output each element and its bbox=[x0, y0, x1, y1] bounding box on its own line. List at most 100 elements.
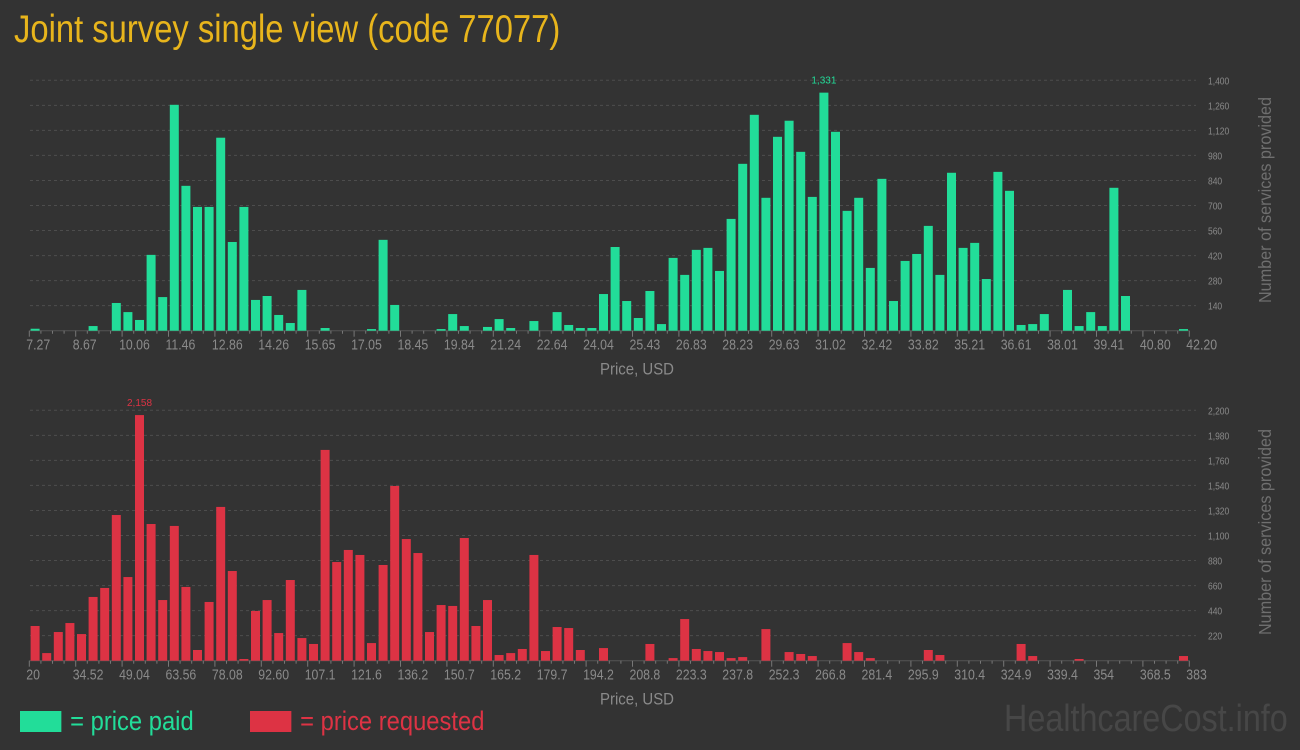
bar bbox=[436, 329, 446, 331]
bar bbox=[88, 596, 98, 661]
bar bbox=[262, 296, 272, 331]
x-tick-label: 136.2 bbox=[398, 667, 429, 683]
y-tick-label: 420 bbox=[1208, 251, 1222, 262]
x-tick-label: 35.21 bbox=[954, 337, 985, 353]
bar bbox=[668, 257, 678, 331]
bar bbox=[320, 449, 330, 661]
x-tick-label: 42.20 bbox=[1186, 337, 1217, 353]
legend-price-paid: = price paid bbox=[20, 706, 194, 737]
bar bbox=[842, 643, 852, 661]
bar bbox=[65, 623, 75, 661]
bar bbox=[390, 485, 400, 661]
bar bbox=[274, 314, 284, 331]
bar bbox=[610, 246, 620, 331]
bar bbox=[146, 254, 156, 331]
legend-label: = price paid bbox=[70, 706, 194, 736]
bar bbox=[367, 329, 376, 331]
x-tick-label: 194.2 bbox=[583, 667, 614, 683]
bar bbox=[889, 301, 898, 331]
bar bbox=[378, 239, 388, 331]
bar bbox=[239, 206, 249, 331]
bar bbox=[552, 627, 562, 661]
x-tick-label: 34.52 bbox=[73, 667, 104, 683]
x-tick-label: 310.4 bbox=[954, 667, 985, 683]
bar bbox=[227, 571, 237, 661]
bar bbox=[854, 652, 864, 661]
bar bbox=[703, 247, 713, 331]
y-tick-label: 560 bbox=[1208, 226, 1222, 237]
bar bbox=[111, 515, 121, 661]
bar bbox=[193, 206, 202, 331]
bar bbox=[459, 326, 469, 331]
bar bbox=[181, 586, 191, 661]
bar bbox=[668, 658, 678, 661]
bar bbox=[564, 324, 574, 331]
bar bbox=[738, 657, 748, 661]
y-tick-label: 840 bbox=[1208, 176, 1222, 187]
bar bbox=[715, 270, 724, 331]
bar bbox=[309, 643, 318, 661]
bar bbox=[842, 210, 852, 331]
x-tick-label: 21.24 bbox=[490, 337, 521, 353]
bar bbox=[993, 171, 1003, 331]
bar bbox=[1179, 329, 1188, 331]
x-tick-label: 324.9 bbox=[1001, 667, 1032, 683]
bar bbox=[483, 326, 492, 331]
x-tick-label: 339.4 bbox=[1047, 667, 1078, 683]
x-tick-label: 39.41 bbox=[1094, 337, 1125, 353]
bar bbox=[1074, 326, 1084, 331]
bar bbox=[796, 151, 806, 331]
y-tick-label: 1,260 bbox=[1208, 101, 1229, 112]
bar bbox=[111, 302, 121, 331]
bar bbox=[575, 650, 585, 661]
bar bbox=[529, 321, 539, 331]
bar bbox=[1039, 314, 1049, 331]
bar bbox=[390, 304, 400, 331]
bar bbox=[622, 301, 632, 331]
bar bbox=[367, 643, 376, 661]
max-value-label: 2,158 bbox=[127, 398, 152, 409]
x-tick-label: 49.04 bbox=[119, 667, 150, 683]
x-tick-label: 92.60 bbox=[258, 667, 289, 683]
bar bbox=[900, 260, 910, 331]
bar bbox=[529, 554, 539, 661]
price-paid-chart: 140 280 420 560 700 840 980 1,120 1,260 1,400 1,33… bbox=[26, 76, 1275, 379]
bar bbox=[123, 312, 133, 331]
bar bbox=[1109, 187, 1119, 331]
bar bbox=[1028, 656, 1038, 661]
y-tick-label: 440 bbox=[1208, 606, 1222, 617]
bar bbox=[436, 605, 446, 661]
y-tick-label: 1,120 bbox=[1208, 126, 1229, 137]
bar bbox=[123, 577, 133, 661]
bar bbox=[807, 656, 817, 661]
bar bbox=[854, 197, 864, 331]
bar bbox=[100, 587, 110, 661]
bar bbox=[923, 650, 933, 661]
bar bbox=[796, 653, 806, 661]
x-tick-label: 18.45 bbox=[398, 337, 429, 353]
bar bbox=[726, 218, 736, 331]
bar bbox=[1179, 656, 1188, 661]
bar bbox=[169, 525, 179, 661]
bar bbox=[912, 253, 922, 331]
bar bbox=[343, 549, 353, 661]
y-tick-label: 660 bbox=[1208, 581, 1222, 592]
bar bbox=[645, 290, 655, 331]
bar bbox=[680, 619, 690, 661]
bar bbox=[691, 249, 701, 331]
legend-swatch-red bbox=[250, 711, 292, 732]
x-tick-label: 33.82 bbox=[908, 337, 939, 353]
bar bbox=[970, 242, 980, 331]
x-tick-label: 15.65 bbox=[305, 337, 336, 353]
x-tick-label: 63.56 bbox=[166, 667, 197, 683]
bar bbox=[1063, 289, 1072, 331]
y-tick-label: 1,320 bbox=[1208, 506, 1229, 517]
watermark-logo: HealthcareCost.info bbox=[1004, 698, 1288, 740]
bar bbox=[53, 632, 63, 661]
x-tick-label: 354 bbox=[1094, 667, 1115, 683]
bar bbox=[726, 658, 736, 661]
bar bbox=[517, 648, 527, 661]
x-axis-title: Price, USD bbox=[600, 691, 674, 709]
bar bbox=[935, 274, 945, 331]
x-tick-label: 24.04 bbox=[583, 337, 614, 353]
